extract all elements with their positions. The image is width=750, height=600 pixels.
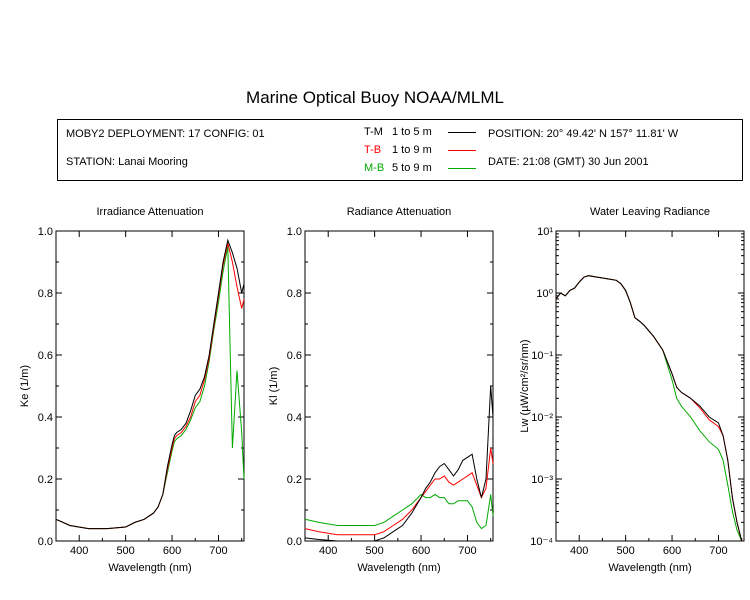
chart-1-series-T-B xyxy=(304,447,494,536)
legend-line-mb xyxy=(448,168,476,169)
chart-1-ytick-label: 0.8 xyxy=(287,288,302,300)
chart-2-ytick-label: 10¹ xyxy=(537,226,553,238)
chart-2-ytick-label: 10⁻² xyxy=(531,412,553,424)
chart-0-xtick-label: 400 xyxy=(70,545,88,557)
chart-2-xtick-label: 400 xyxy=(570,545,588,557)
legend-range-mb: 5 to 9 m xyxy=(392,162,432,174)
chart-1-series-T-M xyxy=(304,385,494,542)
chart-0-ytick-label: 0.0 xyxy=(38,536,53,548)
deployment-text: MOBY2 DEPLOYMENT: 17 CONFIG: 01 xyxy=(66,128,265,140)
chart-0-series-M-B xyxy=(55,246,245,530)
chart-2-xlabel: Wavelength (nm) xyxy=(608,562,691,574)
date-text: DATE: 21:08 (GMT) 30 Jun 2001 xyxy=(488,156,649,168)
chart-2-ytick-label: 10⁰ xyxy=(536,288,553,300)
chart-1-ytick-label: 0.2 xyxy=(287,474,302,486)
chart-1-frame xyxy=(304,230,494,542)
position-text: POSITION: 20° 49.42' N 157° 11.81' W xyxy=(488,128,679,140)
chart-1-xtick-label: 700 xyxy=(458,545,476,557)
chart-0-ytick-label: 0.6 xyxy=(38,350,53,362)
chart-2-series-T-M xyxy=(555,275,743,542)
chart-2-ytick-label: 10⁻¹ xyxy=(531,350,553,362)
chart-1-xtick-label: 600 xyxy=(412,545,430,557)
chart-2-xtick-label: 500 xyxy=(616,545,634,557)
chart-0-xtick-label: 500 xyxy=(116,545,134,557)
legend-code-mb: M-B xyxy=(364,162,385,174)
chart-2-series-M-B xyxy=(555,275,743,542)
chart-0-title: Irradiance Attenuation xyxy=(96,206,203,218)
chart-1-xtick-label: 400 xyxy=(319,545,337,557)
chart-2-frame xyxy=(555,230,745,542)
chart-0-ytick-label: 0.2 xyxy=(38,474,53,486)
legend-line-tb xyxy=(448,150,476,151)
legend-code-tb: T-B xyxy=(364,144,382,156)
chart-0-xtick-label: 600 xyxy=(163,545,181,557)
chart-2-series-T-B xyxy=(555,275,743,542)
chart-0-xtick-label: 700 xyxy=(209,545,227,557)
chart-0-frame xyxy=(55,230,245,542)
legend-range-tb: 1 to 9 m xyxy=(392,144,432,156)
chart-1-ytick-label: 0.6 xyxy=(287,350,302,362)
chart-2-title: Water Leaving Radiance xyxy=(590,206,710,218)
chart-0-ylabel: Ke (1/m) xyxy=(19,365,31,407)
chart-1-ytick-label: 1.0 xyxy=(287,226,302,238)
chart-0-ytick-label: 0.8 xyxy=(38,288,53,300)
chart-0-xlabel: Wavelength (nm) xyxy=(108,562,191,574)
chart-1-series-M-B xyxy=(304,493,494,530)
chart-2-ytick-label: 10⁻⁴ xyxy=(530,536,553,548)
legend-code-tm: T-M xyxy=(364,126,383,138)
chart-1-ytick-label: 0.0 xyxy=(287,536,302,548)
chart-2-ytick-label: 10⁻³ xyxy=(531,474,553,486)
station-text: STATION: Lanai Mooring xyxy=(66,156,188,168)
chart-0-ytick-label: 0.4 xyxy=(38,412,53,424)
chart-2-xtick-label: 700 xyxy=(709,545,727,557)
chart-1-ytick-label: 0.4 xyxy=(287,412,302,424)
legend-line-tm xyxy=(448,132,476,133)
chart-0-series-T-M xyxy=(55,238,245,530)
chart-2-xtick-label: 600 xyxy=(663,545,681,557)
chart-0-series-T-B xyxy=(55,243,245,530)
chart-1-ylabel: Kl (1/m) xyxy=(268,367,280,406)
info-box: MOBY2 DEPLOYMENT: 17 CONFIG: 01 STATION:… xyxy=(57,119,743,181)
chart-2-ylabel: Lw (µW/cm²/sr/nm) xyxy=(519,339,531,432)
chart-1-title: Radiance Attenuation xyxy=(347,206,452,218)
chart-0-ytick-label: 1.0 xyxy=(38,226,53,238)
legend-range-tm: 1 to 5 m xyxy=(392,126,432,138)
chart-1-xtick-label: 500 xyxy=(365,545,383,557)
page-title: Marine Optical Buoy NOAA/MLML xyxy=(246,88,504,107)
chart-1-xlabel: Wavelength (nm) xyxy=(357,562,440,574)
